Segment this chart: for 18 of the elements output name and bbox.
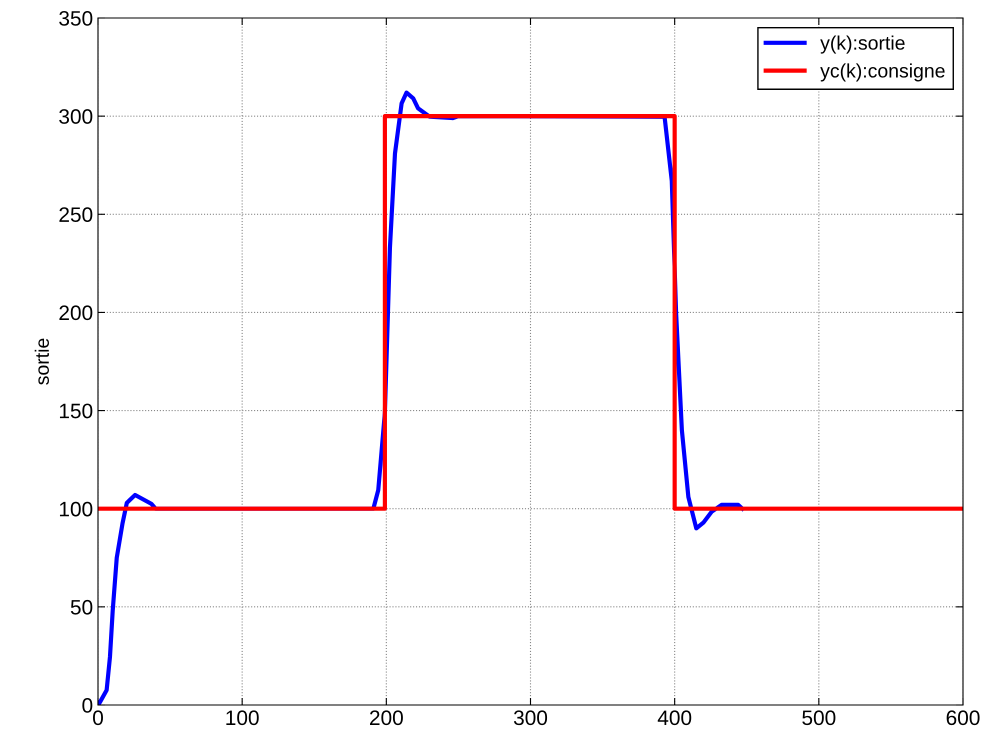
- x-tick-label: 400: [658, 710, 692, 726]
- y-tick-label: 350: [59, 11, 92, 26]
- y-tick-label: 50: [70, 600, 92, 615]
- x-tick-label: 100: [226, 710, 259, 726]
- y-tick-label: 300: [59, 109, 92, 124]
- x-tick-label: 600: [946, 710, 980, 726]
- y-tick-label: 0: [82, 698, 92, 713]
- y-tick-label: 100: [60, 502, 92, 516]
- y-tick-label: 200: [59, 305, 92, 320]
- y-tick-label: 250: [59, 207, 92, 222]
- legend-label: y(k):sortie: [820, 36, 905, 54]
- legend-label: yc(k):consigne: [820, 63, 945, 82]
- x-tick-label: 200: [370, 710, 403, 726]
- x-tick-label: 300: [514, 710, 548, 726]
- x-tick-label: 0: [93, 710, 103, 726]
- x-tick-label: 500: [802, 710, 836, 726]
- y-tick-label: 150: [60, 404, 92, 418]
- y-axis-title: sortie: [34, 338, 49, 385]
